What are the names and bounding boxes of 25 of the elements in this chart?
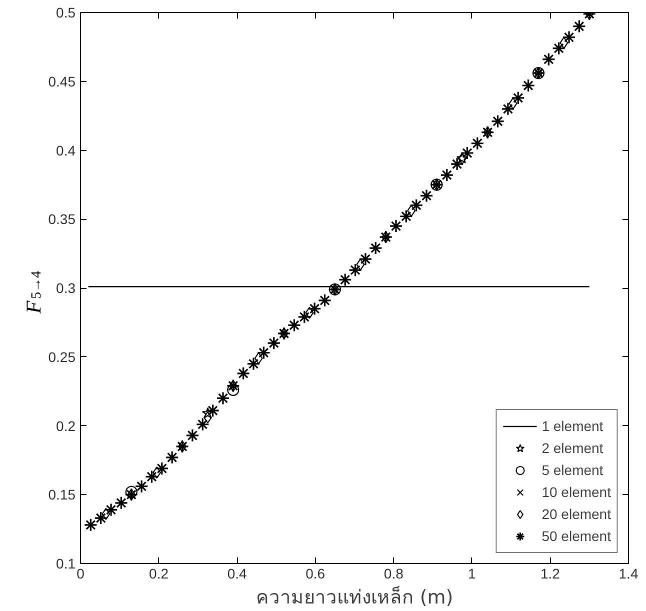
x-tick-label: 0.4 xyxy=(227,566,248,582)
y-tick-label: 0.25 xyxy=(48,348,76,365)
x-tick-label: 1.2 xyxy=(540,566,560,582)
legend-label: 50 element xyxy=(542,528,611,544)
legend-label: 1 element xyxy=(542,418,604,434)
y-tick-label: 0.15 xyxy=(48,486,76,503)
legend-label: 20 element xyxy=(542,506,611,522)
y-tick-label: 0.4 xyxy=(56,142,76,158)
legend-label: 2 element xyxy=(542,440,604,456)
x-axis-title: ความยาวแท่งเหล็ก (m) xyxy=(256,584,454,608)
x-tick-label: 0 xyxy=(76,566,85,582)
y-tick-label: 0.35 xyxy=(48,211,76,228)
y-tick-label: 0.2 xyxy=(56,418,76,434)
y-tick-label: 0.3 xyxy=(56,280,76,296)
y-tick-label: 0.5 xyxy=(56,4,76,20)
legend-label: 5 element xyxy=(542,462,604,478)
y-tick-label: 0.1 xyxy=(56,556,76,572)
x-tick-label: 0.2 xyxy=(149,566,169,582)
y-tick-label: 0.45 xyxy=(48,73,76,90)
y-axis-title: F5→4 xyxy=(22,270,46,314)
x-tick-label: 1 xyxy=(468,566,476,582)
x-tick-label: 1.4 xyxy=(618,566,638,582)
legend-label: 10 element xyxy=(542,484,611,500)
x-tick-label: 0.8 xyxy=(384,566,404,582)
x-tick-label: 0.6 xyxy=(306,566,326,582)
